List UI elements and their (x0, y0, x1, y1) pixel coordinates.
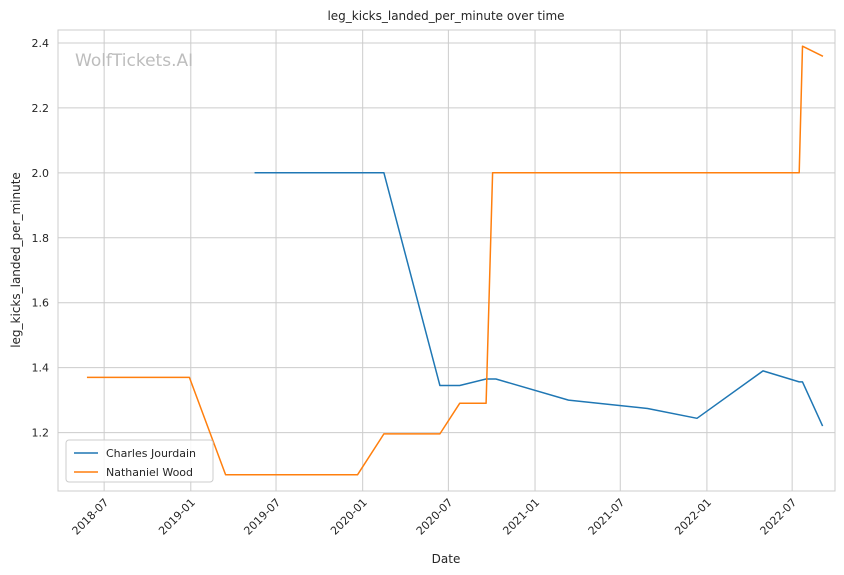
watermark: WolfTickets.AI (75, 51, 193, 71)
plot-frame (57, 29, 836, 492)
series-line-nathaniel-wood (86, 45, 824, 476)
legend-box (65, 439, 214, 483)
x-axis-label: Date (432, 552, 461, 566)
legend: Charles Jourdain Nathaniel Wood (65, 439, 214, 483)
chart-title: leg_kicks_landed_per_minute over time (327, 9, 564, 23)
y-axis-label: leg_kicks_landed_per_minute (9, 172, 23, 348)
y-tick-label: 1.8 (32, 232, 50, 245)
y-tick-label: 1.6 (32, 297, 50, 310)
series-line-charles-jourdain (254, 172, 824, 427)
y-tick-label: 1.4 (32, 362, 50, 375)
series-layer (86, 45, 824, 476)
y-tick-label: 2.0 (32, 167, 50, 180)
y-tick-labels: 1.2 1.4 1.6 1.8 2.0 2.2 2.4 (32, 37, 50, 440)
legend-label: Charles Jourdain (106, 447, 196, 460)
y-tick-label: 2.2 (32, 102, 50, 115)
legend-label: Nathaniel Wood (106, 466, 193, 479)
y-tick-label: 1.2 (32, 427, 50, 440)
y-tick-label: 2.4 (32, 37, 50, 50)
